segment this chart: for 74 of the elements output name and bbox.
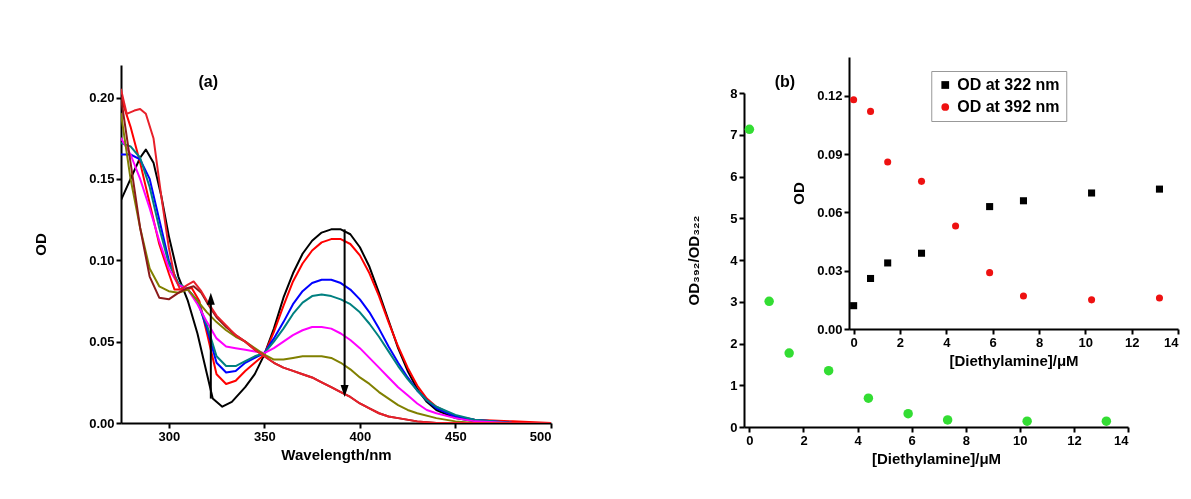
point [784,348,794,358]
x-tick-label: 8 [962,432,970,448]
x-tick-label: 10 [1078,334,1094,350]
point [986,203,994,211]
y-tick-label: 0.20 [89,90,115,106]
text: (b) [774,73,796,90]
x-tick-label: 6 [989,334,997,350]
y-tick-label: 8 [730,85,738,101]
x-tick-label: 14 [1164,334,1180,350]
point [1155,294,1163,302]
y-tick-label: 0.03 [817,263,843,279]
point [764,296,774,307]
point [903,408,913,419]
point [744,124,755,135]
point [1088,189,1096,197]
y-tick-label: 0.15 [89,171,115,187]
y-tick-label: 0.00 [89,415,115,431]
x-tick-label: 500 [529,428,552,444]
x-tick-label: 14 [1114,432,1130,448]
y-tick-label: 0.00 [817,321,843,337]
point [942,415,953,425]
annotation: (a) [198,73,218,90]
point [1022,416,1032,426]
y-tick-label: 5 [730,210,738,226]
point [850,302,858,310]
y-tick-label: 0.09 [817,146,843,162]
y-axis-title: OD₃₉₂/OD₃₂₂ [685,215,703,306]
point [917,249,926,257]
point [884,259,892,267]
x-tick-label: 300 [158,428,181,444]
y-axis-title: OD [32,233,50,256]
x-tick-label: 2 [800,432,808,448]
y-tick-label: 3 [730,294,738,310]
x-tick-label: 12 [1067,432,1082,448]
x-tick-label: 12 [1124,334,1140,350]
y-tick-label: 7 [730,127,738,143]
x-tick-label: 4 [854,432,863,448]
point [1101,416,1112,426]
point [850,96,858,104]
point [1019,197,1027,205]
y-tick-label: 0.05 [89,334,115,350]
point [884,158,892,166]
point [867,274,875,283]
legend-label: OD at 392 nm [957,98,1060,115]
x-axis-title: Wavelength/nm [281,445,392,463]
x-tick-label: 400 [349,428,372,444]
point [1155,185,1163,193]
point [1019,292,1027,300]
y-tick-label: 0.12 [817,88,843,104]
point [1088,296,1096,304]
x-tick-label: 4 [943,334,952,350]
y-tick-label: 0.10 [89,252,115,268]
point [863,393,874,403]
y-tick-label: 6 [730,169,738,184]
x-tick-label: 10 [1013,432,1028,448]
x-tick-label: 0 [850,334,858,350]
y-tick-label: 4 [730,252,739,268]
x-tick-label: 0 [746,432,754,448]
y-tick-label: 1 [730,377,738,393]
x-tick-label: 8 [1035,334,1044,350]
x-tick-label: 350 [253,428,276,444]
point [952,222,960,230]
x-tick-label: 450 [445,428,467,444]
point [986,269,994,277]
y-tick-label: 0.06 [817,204,843,220]
point [917,177,926,185]
x-tick-label: 6 [908,432,916,448]
point [867,107,875,115]
x-axis-title: [Diethylamine]/μM [949,351,1079,369]
x-axis-title: [Diethylamine]/μM [871,449,1002,467]
legend-label: OD at 322 nm [957,76,1060,93]
point [823,365,834,376]
x-tick-label: 2 [896,334,905,350]
y-axis-title: OD [790,182,808,205]
